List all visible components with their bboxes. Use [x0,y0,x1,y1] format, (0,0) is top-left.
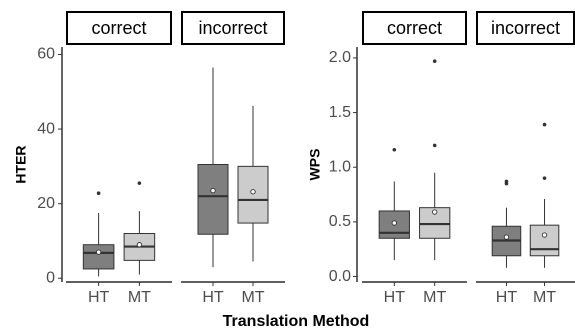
x-tick-label-0-0-0: HT [88,289,110,306]
facet-strip-label-0-0: correct [91,18,146,38]
x-tick-label-0-1-1: MT [241,289,264,306]
outlier-point-0-0-1-0 [137,181,142,185]
facet-strip-label-1-0: correct [387,18,442,38]
outlier-point-1-0-0-0 [392,147,397,152]
mean-point-1-1-0 [503,234,510,240]
mean-point-0-0-1 [136,242,143,248]
mean-point-1-1-1 [541,232,548,238]
x-tick-label-1-1-1: MT [533,289,556,306]
y-axis-title-1: WPS [307,149,323,181]
mean-point-1-0-1 [432,209,438,215]
facet-strip-0-1 [181,11,285,45]
y-tick-label-1-3: 1.5 [329,104,351,121]
box-0-1-0 [197,164,229,235]
y-tick-label-1-1: 0.5 [329,213,351,230]
mean-point-0-1-0 [210,187,216,194]
facet-strip-1-1 [476,11,575,45]
x-axis-title: Translation Method [223,313,370,330]
x-tick-label-1-1-0: HT [496,289,518,306]
facet-strip-label-0-1: incorrect [198,18,267,38]
outlier-point-1-0-1-1 [432,59,437,64]
facet-strip-label-1-1: incorrect [491,18,560,38]
outlier-point-1-1-0-1 [504,179,509,184]
y-tick-label-0-0: 0 [46,269,55,286]
mean-point-0-0-0 [95,249,102,255]
box-0-0-0 [82,244,115,270]
outlier-point-1-0-1-0 [432,143,437,148]
y-tick-label-0-3: 60 [37,46,55,63]
facet-strip-1-0 [362,11,467,45]
y-tick-label-1-2: 1.0 [329,158,351,175]
x-tick-label-0-1-0: HT [202,289,224,306]
y-tick-label-1-0: 0.0 [329,268,351,285]
y-tick-label-0-1: 20 [37,195,55,212]
x-tick-label-1-0-0: HT [384,289,406,306]
y-axis-title-0: HTER [13,145,29,183]
mean-point-0-1-1 [250,189,256,195]
facet-strip-0-0 [66,11,172,45]
x-tick-label-1-0-1: MT [423,289,446,306]
y-tick-label-1-4: 2.0 [329,49,351,66]
outlier-point-1-1-1-0 [542,176,547,180]
outlier-point-1-1-1-1 [542,122,547,127]
outlier-point-0-0-0-0 [96,191,101,196]
box-0-1-1 [237,165,269,224]
box-1-1-1 [529,224,560,257]
y-tick-label-0-2: 40 [37,120,55,137]
x-tick-label-0-0-1: MT [128,289,151,306]
mean-point-1-0-0 [391,220,397,226]
